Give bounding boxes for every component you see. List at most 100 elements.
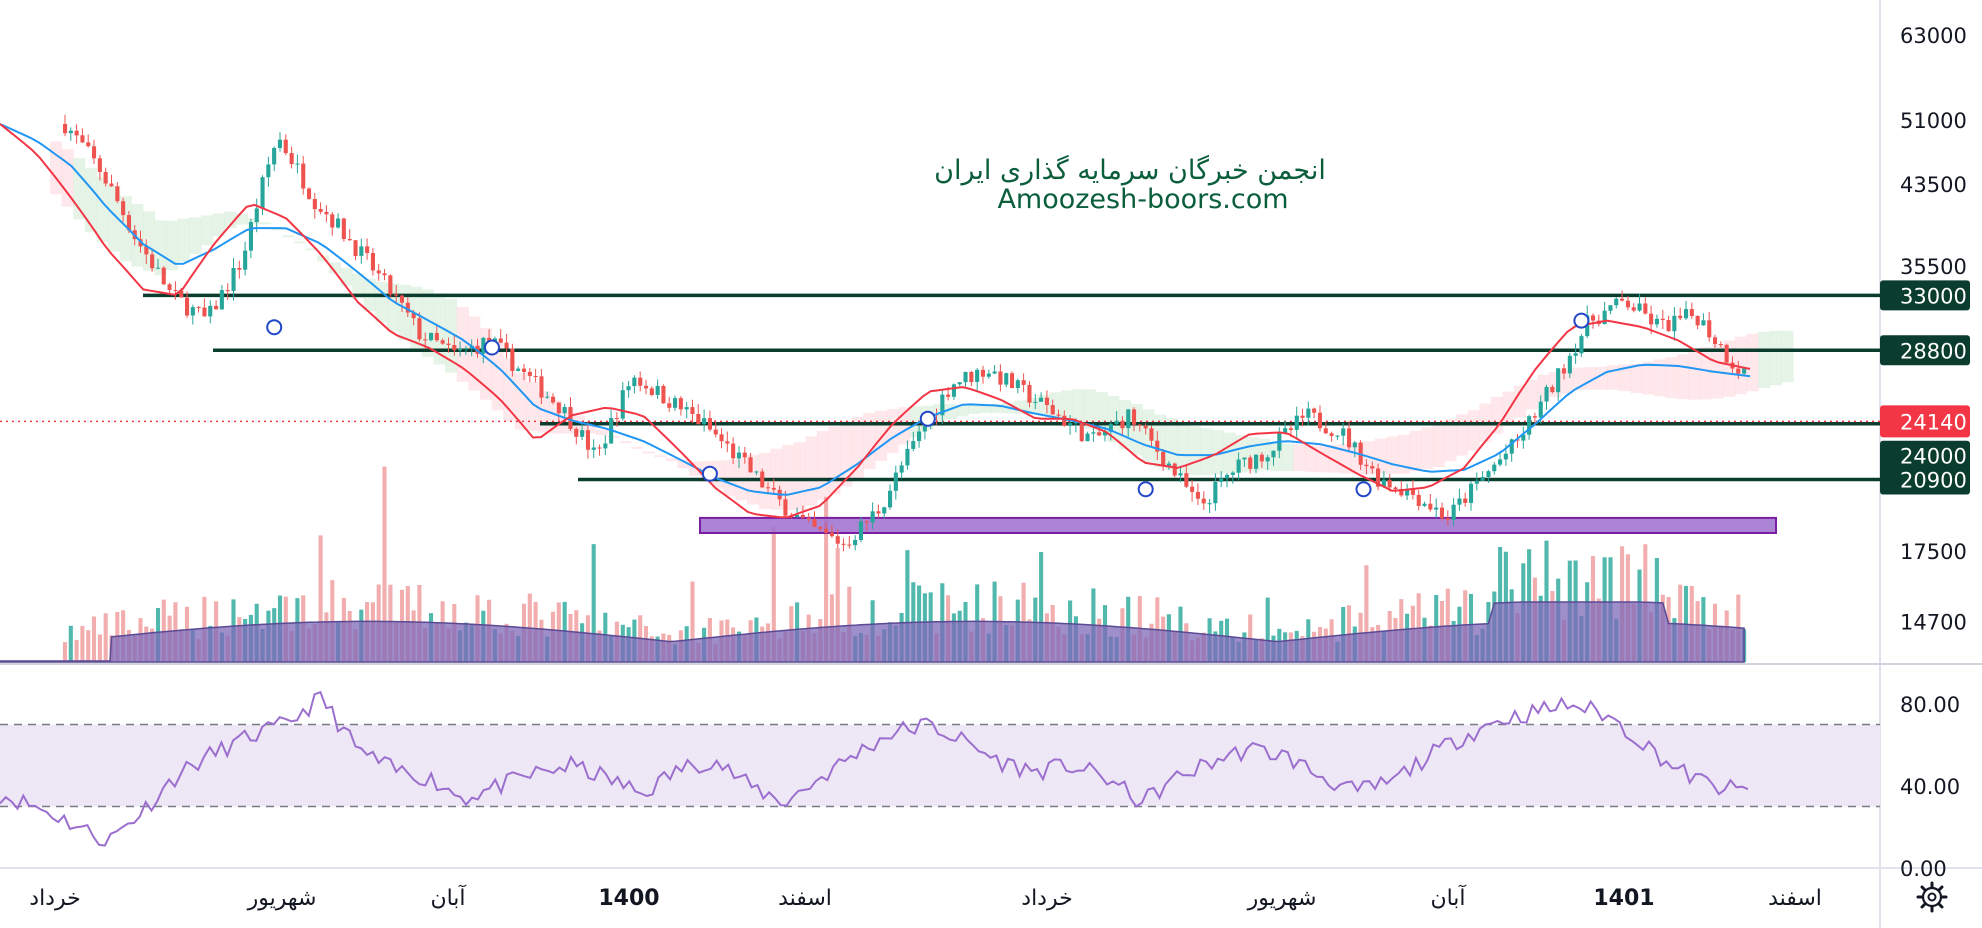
candle-body (1649, 313, 1654, 325)
time-tick-label: خرداد (29, 886, 80, 911)
candle-body (917, 431, 922, 442)
ema-fast-line (0, 123, 1751, 519)
candle-body (731, 443, 736, 459)
candle-body (353, 240, 358, 256)
candle-body (1684, 309, 1689, 319)
cloud-segment (154, 220, 167, 276)
candle-body (742, 452, 747, 458)
cloud-segment (840, 421, 853, 487)
candle-body (1271, 450, 1276, 458)
candle-body (92, 146, 97, 159)
candle-body (1364, 464, 1369, 467)
candle-body (638, 377, 643, 386)
cloud-segment (654, 455, 667, 458)
candle-body (126, 215, 131, 231)
candle-body (696, 414, 701, 425)
candle-body (185, 297, 190, 316)
circle-marker-icon[interactable] (701, 465, 718, 482)
candle-body (1602, 310, 1607, 325)
candle-body (655, 385, 660, 395)
cloud-segment (375, 282, 388, 323)
circle-marker-icon[interactable] (266, 319, 283, 336)
candle-body (998, 371, 1003, 385)
candle-body (1190, 486, 1195, 492)
candlesticks (63, 114, 1747, 552)
time-tick-label: آبان (1430, 884, 1466, 911)
candle-body (1666, 320, 1671, 332)
cloud-segment (224, 211, 237, 229)
candle-body (1062, 415, 1067, 426)
cloud-segment (84, 168, 97, 233)
circle-marker-icon[interactable] (1137, 481, 1154, 498)
candle-body (1137, 424, 1142, 426)
circle-marker-icon[interactable] (919, 410, 936, 427)
cloud-segment (1630, 363, 1643, 394)
time-axis[interactable]: خرداد شهریور آبان 1400 اسفند خرداد شهریور آبان 1… (29, 884, 1822, 911)
candle-body (661, 385, 666, 404)
circle-marker-icon[interactable] (484, 339, 500, 356)
candle-body (580, 430, 585, 437)
support-zone[interactable] (699, 516, 1777, 535)
circle-marker-icon[interactable] (1355, 481, 1372, 498)
cloud-segment (1572, 367, 1585, 391)
current-price-text: 24140 (1900, 410, 1967, 434)
candle-body (1701, 320, 1706, 326)
candle-body (533, 376, 538, 377)
candle-body (1660, 318, 1665, 320)
current-price-box (1880, 405, 1970, 438)
candle-body (1079, 422, 1084, 442)
rsi-tick-label: 0.00 (1900, 857, 1947, 881)
cloud-segment (793, 442, 806, 511)
candle-body (376, 270, 381, 274)
cloud-segment (247, 218, 260, 225)
candle-body (318, 209, 323, 212)
candle-body (562, 407, 567, 414)
cloud-segment (1293, 444, 1306, 471)
cloud-segment (433, 293, 446, 365)
cloud-segment (189, 217, 202, 254)
candle-body (725, 441, 730, 444)
candle-body (841, 543, 846, 545)
level-price-box (1880, 280, 1970, 311)
candle-body (1399, 489, 1404, 496)
candle-body (829, 532, 834, 537)
candle-body (1678, 315, 1683, 319)
candle-body (388, 275, 393, 295)
cloud-segment (1409, 430, 1422, 472)
candle-body (1027, 384, 1032, 403)
gear-icon[interactable] (1916, 881, 1948, 913)
candle-body (795, 515, 800, 518)
price-tick-label: 43500 (1900, 173, 1967, 197)
candle-body (1044, 397, 1049, 405)
cloud-segment (642, 451, 655, 454)
candle-body (243, 250, 248, 270)
candle-body (1068, 423, 1073, 426)
candle-body (1469, 483, 1474, 503)
candle-body (1352, 442, 1357, 448)
candle-body (1544, 386, 1549, 402)
candle-body (405, 302, 410, 313)
candle-body (1445, 518, 1450, 520)
price-axis[interactable]: 63000 51000 43500 35500 17500 14700 (1900, 24, 1967, 634)
time-tick-label: اسفند (1768, 886, 1822, 911)
candle-body (150, 254, 155, 269)
level-price-box (1880, 464, 1970, 495)
candle-body (1207, 503, 1212, 505)
cloud-segment (166, 220, 179, 271)
candle-body (74, 130, 79, 136)
candle-body (301, 163, 306, 189)
candle-body (1201, 498, 1206, 504)
circle-marker-icon[interactable] (1573, 312, 1590, 329)
candle-body (1015, 380, 1020, 388)
candle-body (1050, 405, 1055, 415)
cloud-segment (526, 382, 539, 432)
candle-body (1567, 355, 1572, 374)
cloud-segment (1177, 422, 1190, 474)
cloud-segment (1746, 333, 1759, 392)
candle-body (307, 188, 312, 199)
rsi-axis[interactable]: 80.00 40.00 0.00 (1900, 693, 1960, 881)
candle-body (1073, 422, 1078, 424)
cloud-segment (631, 446, 644, 449)
